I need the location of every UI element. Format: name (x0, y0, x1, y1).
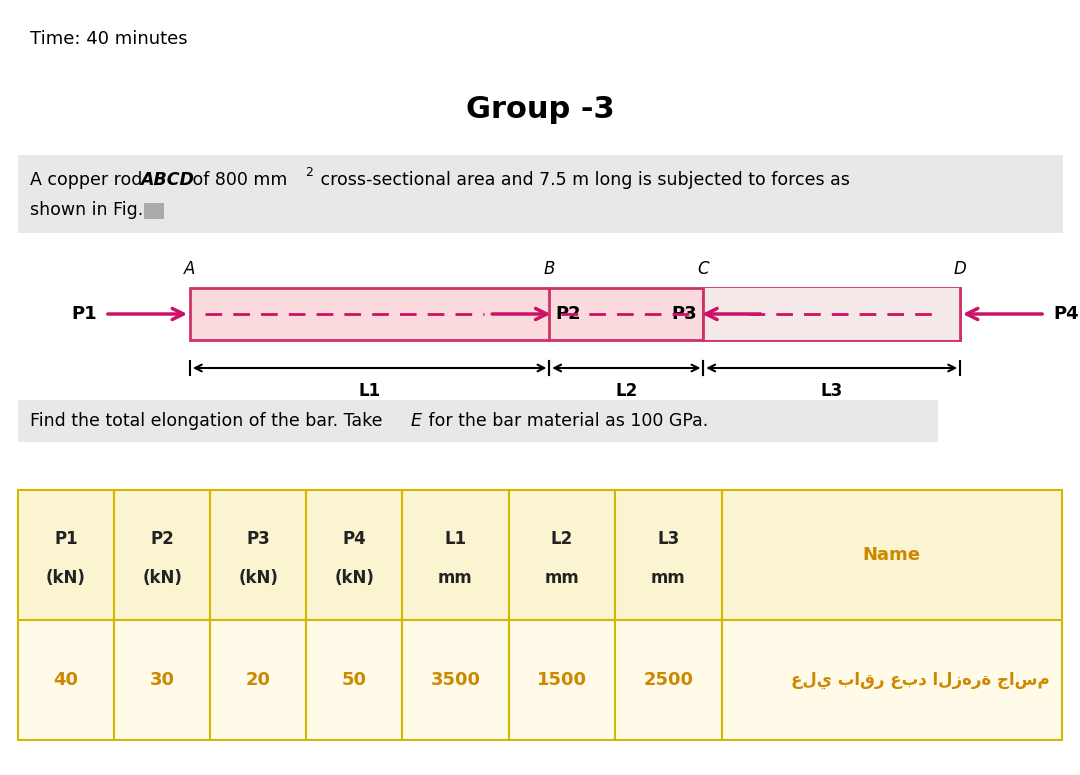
Bar (114, 490, 211, 620)
Bar (114, 620, 211, 740)
Text: L3: L3 (658, 530, 679, 549)
Bar (18, 400, 939, 442)
Text: D: D (954, 260, 967, 278)
Text: Find the total elongation of the bar. Take: Find the total elongation of the bar. Ta… (30, 412, 388, 430)
Text: (kN): (kN) (46, 570, 86, 587)
Text: Group -3: Group -3 (465, 95, 615, 124)
Bar (402, 620, 509, 740)
Text: mm: mm (438, 570, 473, 587)
Text: P2: P2 (150, 530, 174, 549)
Text: علي باقر عبد الزهرة جاسم: علي باقر عبد الزهرة جاسم (792, 671, 1050, 689)
Bar (616, 490, 721, 620)
Text: 2: 2 (305, 166, 313, 179)
Text: P3: P3 (672, 305, 698, 323)
Bar (616, 620, 721, 740)
Bar (18, 620, 114, 740)
Bar (18, 490, 114, 620)
Bar (721, 620, 1062, 740)
Bar (509, 620, 616, 740)
Text: A copper rod: A copper rod (30, 171, 148, 189)
Bar (306, 620, 402, 740)
Text: P4: P4 (342, 530, 366, 549)
Text: for the bar material as 100 GPa.: for the bar material as 100 GPa. (423, 412, 708, 430)
Text: L3: L3 (821, 382, 842, 400)
Text: mm: mm (651, 570, 686, 587)
Text: 2500: 2500 (644, 671, 693, 689)
Text: shown in Fig.: shown in Fig. (30, 201, 144, 219)
Text: mm: mm (544, 570, 579, 587)
Text: 1500: 1500 (537, 671, 586, 689)
Text: C: C (698, 260, 710, 278)
Bar (211, 620, 306, 740)
Text: E: E (411, 412, 422, 430)
Text: A: A (185, 260, 195, 278)
Bar (703, 288, 960, 340)
Bar (190, 288, 960, 340)
Text: L2: L2 (551, 530, 573, 549)
Text: P3: P3 (246, 530, 270, 549)
Bar (721, 490, 1062, 620)
Text: 20: 20 (245, 671, 271, 689)
Text: (kN): (kN) (143, 570, 183, 587)
Text: L1: L1 (359, 382, 381, 400)
Text: B: B (543, 260, 555, 278)
Text: cross-sectional area and 7.5 m long is subjected to forces as: cross-sectional area and 7.5 m long is s… (315, 171, 850, 189)
Text: 40: 40 (54, 671, 79, 689)
Text: of 800 mm: of 800 mm (187, 171, 287, 189)
Text: 50: 50 (341, 671, 367, 689)
Bar (402, 490, 509, 620)
Text: 30: 30 (149, 671, 175, 689)
Text: (kN): (kN) (239, 570, 278, 587)
Text: P1: P1 (71, 305, 97, 323)
Bar (509, 490, 616, 620)
Text: (kN): (kN) (334, 570, 374, 587)
Text: L1: L1 (444, 530, 467, 549)
Bar (211, 490, 306, 620)
Text: ABCD: ABCD (140, 171, 194, 189)
Text: L2: L2 (616, 382, 637, 400)
Text: Name: Name (863, 546, 921, 564)
Text: Time: 40 minutes: Time: 40 minutes (30, 30, 188, 48)
Text: 3500: 3500 (431, 671, 481, 689)
Text: P1: P1 (54, 530, 78, 549)
Bar (306, 490, 402, 620)
Text: P4: P4 (1053, 305, 1079, 323)
Bar (144, 203, 164, 219)
Bar (18, 155, 1063, 233)
Text: P2: P2 (555, 305, 581, 323)
